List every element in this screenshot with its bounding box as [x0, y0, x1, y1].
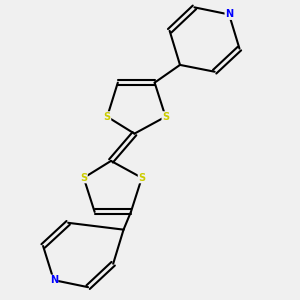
- Text: N: N: [225, 10, 233, 20]
- Text: S: S: [138, 173, 146, 183]
- Text: N: N: [50, 275, 58, 285]
- Text: S: S: [80, 173, 87, 183]
- Text: S: S: [162, 112, 169, 122]
- Text: S: S: [103, 112, 111, 122]
